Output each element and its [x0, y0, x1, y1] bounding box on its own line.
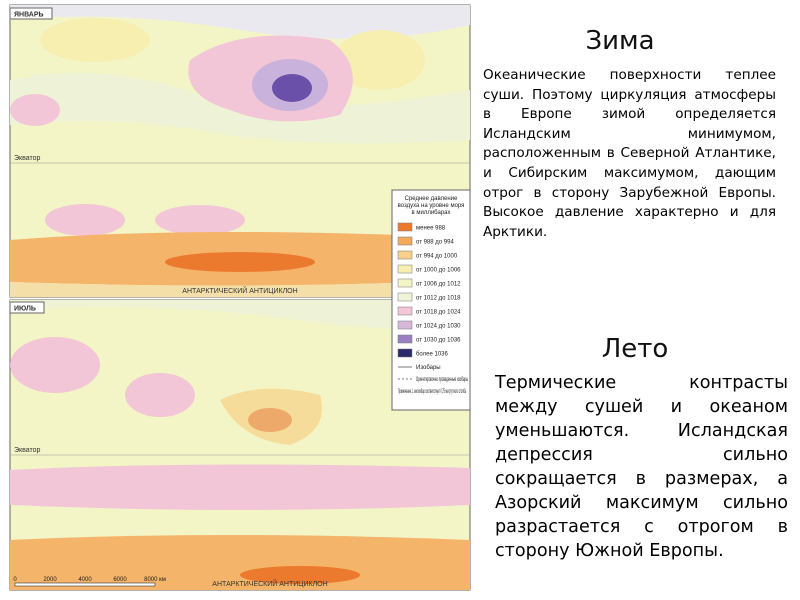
high-area: [10, 94, 60, 126]
legend-swatch: [397, 334, 413, 344]
high-band: [10, 464, 470, 510]
equator-label: Экватор: [14, 447, 40, 454]
legend-label: менее 988: [416, 226, 446, 232]
map-title: ЯНВАРЬ: [14, 12, 44, 19]
legend-label: более 1036: [416, 352, 448, 358]
low-area: [335, 30, 425, 90]
equator-label: Экватор: [14, 155, 40, 162]
legend-swatch: [397, 292, 413, 302]
winter-map: ЯНВАРЬ Экватор АНТАРКТИЧЕСКИЙ АНТИЦИКЛОН: [9, 4, 471, 298]
legend-label: от 1012 до 1018: [416, 296, 461, 302]
heading: Лето: [601, 334, 669, 364]
legend-label: от 1006 до 1012: [416, 282, 461, 288]
arctic-band: [10, 300, 470, 329]
legend-label: Ориентировочно проведенные изобары: [416, 377, 468, 383]
map-label: АНТАРКТИЧЕСКИЙ АНТИЦИКЛОН: [182, 286, 297, 295]
legend-swatch: [397, 236, 413, 246]
scale-bar: 0 2000 4000 6000 8000 км: [13, 577, 166, 587]
legend-swatch: [397, 250, 413, 260]
low-core: [165, 252, 315, 272]
high-core: [272, 74, 312, 102]
paragraph: Термические контрасты между сушей и океа…: [495, 373, 788, 561]
legend-swatch: [397, 264, 413, 274]
label-box: [9, 301, 45, 314]
scale-bar-fill: [14, 582, 156, 587]
legend-label: от 1024 до 1030: [416, 324, 461, 330]
arctic-band: [10, 5, 470, 39]
paragraph: Океанические поверхности теплее суши. По…: [483, 67, 776, 240]
high-area: [155, 205, 245, 235]
low-core: [248, 408, 292, 432]
label-box: [9, 7, 53, 20]
antarctic-band: [10, 280, 470, 297]
legend-label: от 1030 до 1036: [416, 338, 461, 344]
legend-note: Примечание. 1 миллибар соответствует 0,7…: [398, 389, 466, 395]
legend-label: от 1000 до 1006: [416, 268, 461, 274]
legend-swatch: [397, 222, 413, 232]
scale-label: 4000: [78, 577, 92, 583]
legend-label: от 988 до 994: [416, 240, 454, 246]
low-core: [240, 566, 360, 584]
azores-high: [125, 373, 195, 417]
legend-label: от 994 до 1000: [416, 254, 458, 260]
legend-label: Изобары: [416, 365, 441, 371]
map-label: АНТАРКТИЧЕСКИЙ АНТИЦИКЛОН: [212, 579, 327, 588]
high-area: [10, 337, 100, 393]
scale-label: 6000: [113, 577, 127, 583]
legend-swatch: [397, 278, 413, 288]
map-title: ИЮЛЬ: [14, 306, 36, 313]
legend-title: Среднее давление воздуха на уровне моря в …: [398, 196, 465, 216]
legend-label: от 1018 до 1024: [416, 310, 461, 316]
high-area: [45, 204, 125, 236]
legend-swatch: [397, 306, 413, 316]
legend-swatch: [397, 348, 413, 358]
legend-swatch: [397, 320, 413, 330]
scale-label: 2000: [43, 577, 57, 583]
legend: Среднее давление воздуха на уровне моря в …: [391, 189, 471, 411]
heading: Зима: [585, 26, 655, 56]
scale-label: 0: [13, 577, 17, 583]
low-area: [40, 18, 150, 62]
scale-label: 8000 км: [144, 577, 166, 583]
